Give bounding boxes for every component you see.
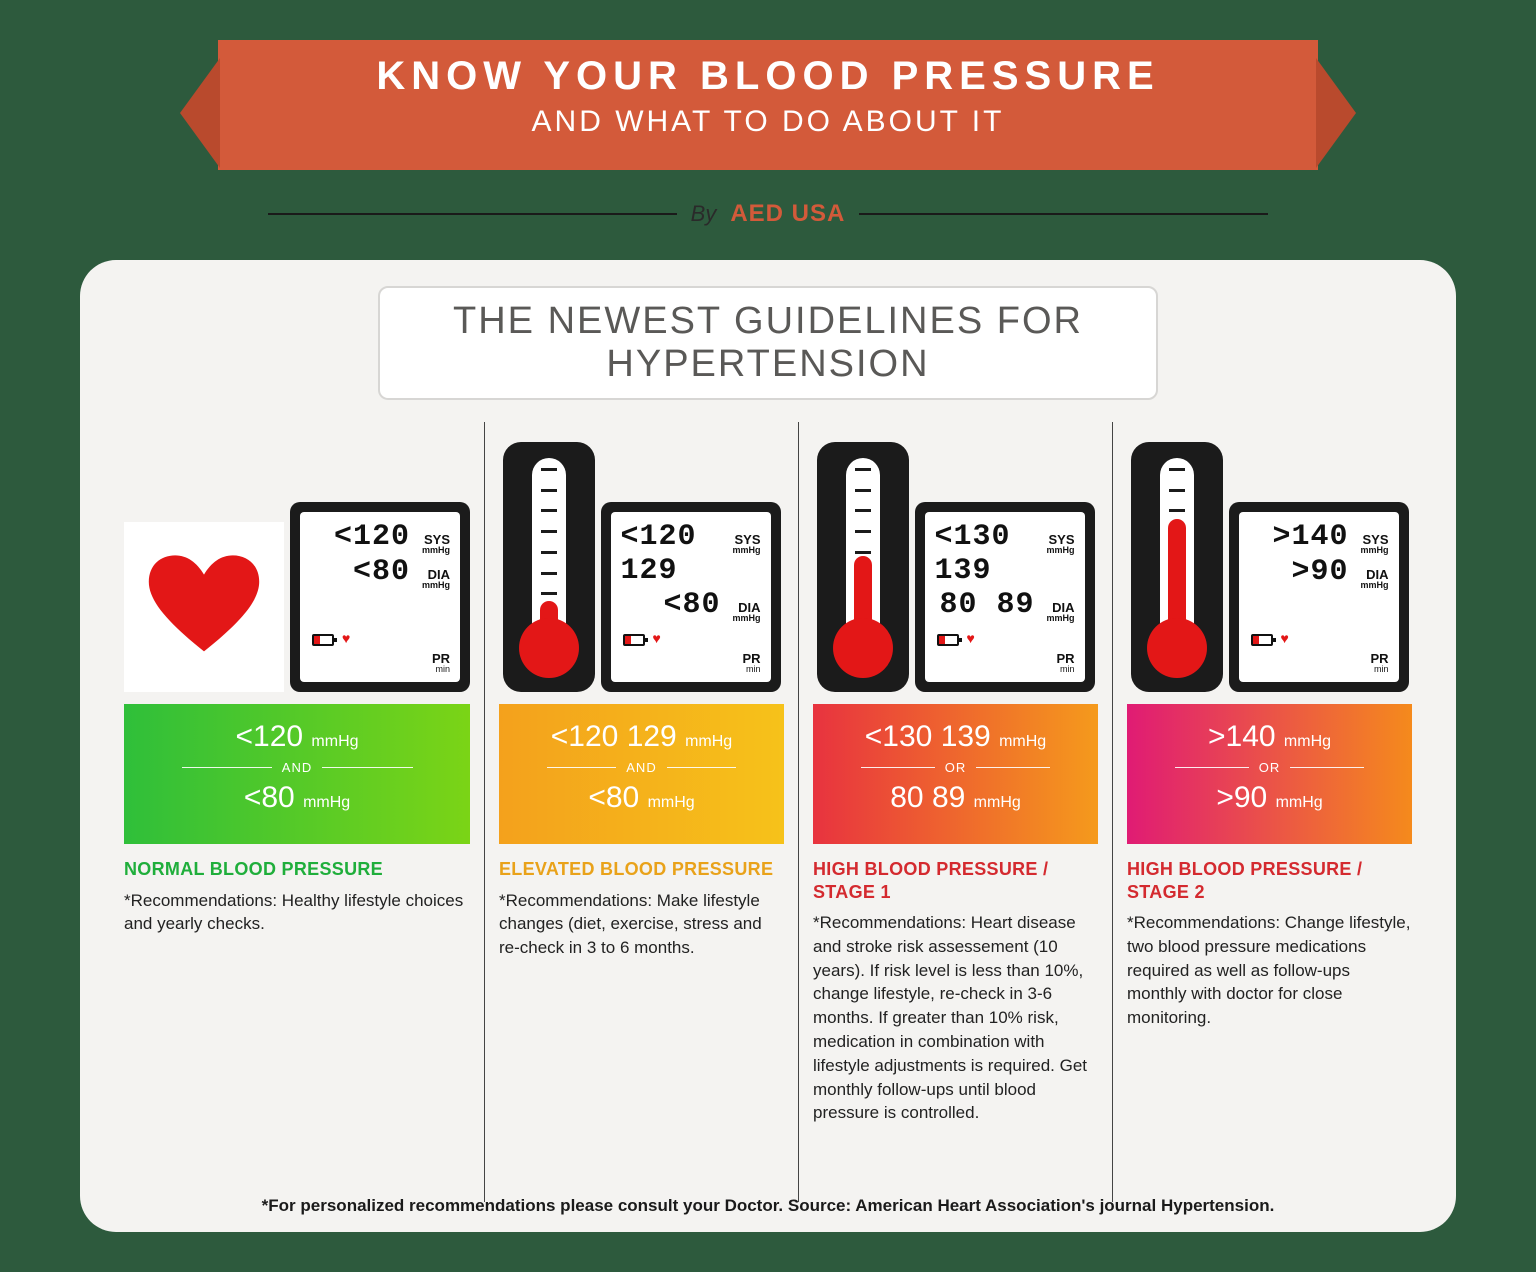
by-label: By xyxy=(691,201,717,227)
bp-column: <120 129 SYSmmHg <80 DIAmmHg ♥ PRmin <12… xyxy=(484,422,798,1202)
range-sys-value: <120 129 xyxy=(551,720,677,753)
range-box: <130 139 mmHg OR 80 89 mmHg xyxy=(813,704,1098,844)
bp-monitor-icon: <130 139 SYSmmHg 80 89 DIAmmHg ♥ PRmin xyxy=(915,502,1095,692)
range-unit: mmHg xyxy=(1284,733,1331,750)
range-unit: mmHg xyxy=(1276,794,1323,811)
range-diastolic: 80 89 mmHg xyxy=(821,781,1090,815)
monitor-dia: <80 xyxy=(353,555,410,589)
range-diastolic: <80 mmHg xyxy=(132,781,462,815)
icon-row: >140 SYSmmHg >90 DIAmmHg ♥ PRmin xyxy=(1127,422,1412,692)
range-systolic: >140 mmHg xyxy=(1135,720,1404,754)
range-box: >140 mmHg OR >90 mmHg xyxy=(1127,704,1412,844)
range-sys-value: >140 xyxy=(1208,720,1276,753)
main-card: THE NEWEST GUIDELINES FOR HYPERTENSION <… xyxy=(80,260,1456,1232)
icon-row: <120 129 SYSmmHg <80 DIAmmHg ♥ PRmin xyxy=(499,422,784,692)
battery-icon xyxy=(312,634,334,646)
banner-body: KNOW YOUR BLOOD PRESSURE AND WHAT TO DO … xyxy=(218,40,1318,170)
bp-monitor-icon: <120 SYSmmHg <80 DIAmmHg ♥ PRmin xyxy=(290,502,470,692)
range-dia-value: <80 xyxy=(244,781,295,814)
recommendation-text: *Recommendations: Change lifestyle, two … xyxy=(1127,911,1412,1030)
bp-column: <120 SYSmmHg <80 DIAmmHg ♥ PRmin <120 mm… xyxy=(110,422,484,1202)
byline: By AED USA xyxy=(268,200,1268,228)
range-box: <120 129 mmHg AND <80 mmHg xyxy=(499,704,784,844)
heart-rate-icon: ♥ xyxy=(653,632,661,648)
range-box: <120 mmHg AND <80 mmHg xyxy=(124,704,470,844)
range-diastolic: >90 mmHg xyxy=(1135,781,1404,815)
range-unit: mmHg xyxy=(648,794,695,811)
thermometer-icon xyxy=(817,442,909,692)
heart-rate-icon: ♥ xyxy=(967,632,975,648)
range-unit: mmHg xyxy=(311,733,358,750)
range-sys-value: <130 139 xyxy=(865,720,991,753)
battery-icon xyxy=(623,634,645,646)
range-diastolic: <80 mmHg xyxy=(507,781,776,815)
icon-row: <130 139 SYSmmHg 80 89 DIAmmHg ♥ PRmin xyxy=(813,422,1098,692)
range-systolic: <120 129 mmHg xyxy=(507,720,776,754)
heart-rate-icon: ♥ xyxy=(342,632,350,648)
range-systolic: <120 mmHg xyxy=(132,720,462,754)
range-connector: OR xyxy=(861,760,1049,775)
bp-column: >140 SYSmmHg >90 DIAmmHg ♥ PRmin >140 mm… xyxy=(1112,422,1426,1202)
thermometer-icon xyxy=(1131,442,1223,692)
range-unit: mmHg xyxy=(974,794,1021,811)
heart-rate-icon: ♥ xyxy=(1281,632,1289,648)
range-connector: AND xyxy=(182,760,413,775)
banner-title: KNOW YOUR BLOOD PRESSURE xyxy=(278,54,1258,99)
battery-icon xyxy=(937,634,959,646)
recommendation-text: *Recommendations: Heart disease and stro… xyxy=(813,911,1098,1125)
heart-icon xyxy=(124,522,284,692)
category-label: HIGH BLOOD PRESSURE / STAGE 2 xyxy=(1127,858,1412,903)
rule-right xyxy=(859,213,1268,215)
category-label: ELEVATED BLOOD PRESSURE xyxy=(499,858,784,881)
footnote: *For personalized recommendations please… xyxy=(80,1196,1456,1216)
range-unit: mmHg xyxy=(303,794,350,811)
category-label: NORMAL BLOOD PRESSURE xyxy=(124,858,470,881)
monitor-sys: <130 139 xyxy=(935,520,1041,588)
range-sys-value: <120 xyxy=(235,720,303,753)
brand-name: AED USA xyxy=(730,200,845,228)
icon-row: <120 SYSmmHg <80 DIAmmHg ♥ PRmin xyxy=(124,422,470,692)
thermometer-icon xyxy=(503,442,595,692)
columns: <120 SYSmmHg <80 DIAmmHg ♥ PRmin <120 mm… xyxy=(110,422,1426,1202)
range-connector: OR xyxy=(1175,760,1363,775)
rule-left xyxy=(268,213,677,215)
range-systolic: <130 139 mmHg xyxy=(821,720,1090,754)
monitor-dia: <80 xyxy=(663,588,720,622)
range-dia-value: <80 xyxy=(588,781,639,814)
monitor-dia: >90 xyxy=(1291,555,1348,589)
category-label: HIGH BLOOD PRESSURE / STAGE 1 xyxy=(813,858,1098,903)
recommendation-text: *Recommendations: Healthy lifestyle choi… xyxy=(124,889,470,937)
banner-subtitle: AND WHAT TO DO ABOUT IT xyxy=(278,105,1258,139)
bp-monitor-icon: >140 SYSmmHg >90 DIAmmHg ♥ PRmin xyxy=(1229,502,1409,692)
title-banner: KNOW YOUR BLOOD PRESSURE AND WHAT TO DO … xyxy=(218,40,1318,170)
range-dia-value: 80 89 xyxy=(890,781,965,814)
bp-monitor-icon: <120 129 SYSmmHg <80 DIAmmHg ♥ PRmin xyxy=(601,502,781,692)
range-dia-value: >90 xyxy=(1216,781,1267,814)
monitor-sys: <120 xyxy=(334,520,410,554)
range-unit: mmHg xyxy=(685,733,732,750)
recommendation-text: *Recommendations: Make lifestyle changes… xyxy=(499,889,784,960)
monitor-sys: <120 129 xyxy=(621,520,727,588)
battery-icon xyxy=(1251,634,1273,646)
section-title: THE NEWEST GUIDELINES FOR HYPERTENSION xyxy=(378,286,1158,400)
range-unit: mmHg xyxy=(999,733,1046,750)
monitor-dia: 80 89 xyxy=(939,588,1034,622)
bp-column: <130 139 SYSmmHg 80 89 DIAmmHg ♥ PRmin <… xyxy=(798,422,1112,1202)
range-connector: AND xyxy=(547,760,735,775)
monitor-sys: >140 xyxy=(1272,520,1348,554)
